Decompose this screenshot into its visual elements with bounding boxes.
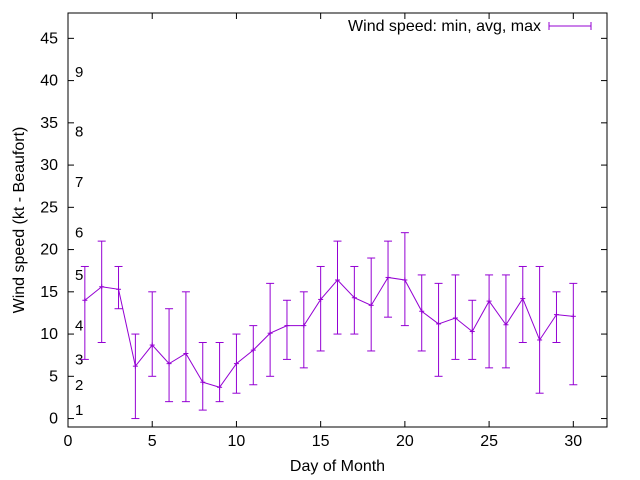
y-tick-label: 45: [40, 30, 58, 47]
y-tick-label: 20: [40, 242, 58, 259]
y-axis-label: Wind speed (kt - Beaufort): [11, 127, 28, 314]
x-tick-label: 30: [564, 433, 582, 450]
y-tick-label: 10: [40, 326, 58, 343]
x-tick-label: 20: [396, 433, 414, 450]
beaufort-scale: 1 2 3 4 5 6 7 8 9: [75, 64, 83, 419]
x-tick-label: 0: [64, 433, 73, 450]
beaufort-label: 4: [75, 318, 83, 335]
legend: Wind speed: min, avg, max: [348, 18, 592, 35]
x-axis-label: Day of Month: [290, 458, 385, 475]
x-tick-label: 5: [148, 433, 157, 450]
beaufort-label: 3: [75, 351, 83, 368]
plot-frame: [67, 12, 608, 428]
x-tick-label: 10: [228, 433, 246, 450]
y-tick-label: 25: [40, 199, 58, 216]
x-tick-label: 25: [480, 433, 498, 450]
beaufort-label: 7: [75, 174, 83, 191]
legend-label: Wind speed: min, avg, max: [348, 18, 541, 35]
y-tick-label: 30: [40, 157, 58, 174]
y-tick-label: 35: [40, 115, 58, 132]
beaufort-label: 6: [75, 225, 83, 242]
avg-line: [84, 276, 574, 388]
x-axis: 0 5 10 15 20 25 30: [64, 13, 582, 450]
y-tick-label: 5: [49, 368, 58, 385]
beaufort-label: 1: [75, 402, 83, 419]
series-layer: [80, 232, 578, 420]
beaufort-label: 8: [75, 123, 83, 140]
y-tick-label: 40: [40, 73, 58, 90]
x-tick-label: 15: [312, 433, 330, 450]
y-tick-label: 15: [40, 284, 58, 301]
y-tick-label: 0: [49, 411, 58, 428]
beaufort-label: 2: [75, 377, 83, 394]
beaufort-label: 9: [75, 64, 83, 81]
beaufort-label: 5: [75, 267, 83, 284]
